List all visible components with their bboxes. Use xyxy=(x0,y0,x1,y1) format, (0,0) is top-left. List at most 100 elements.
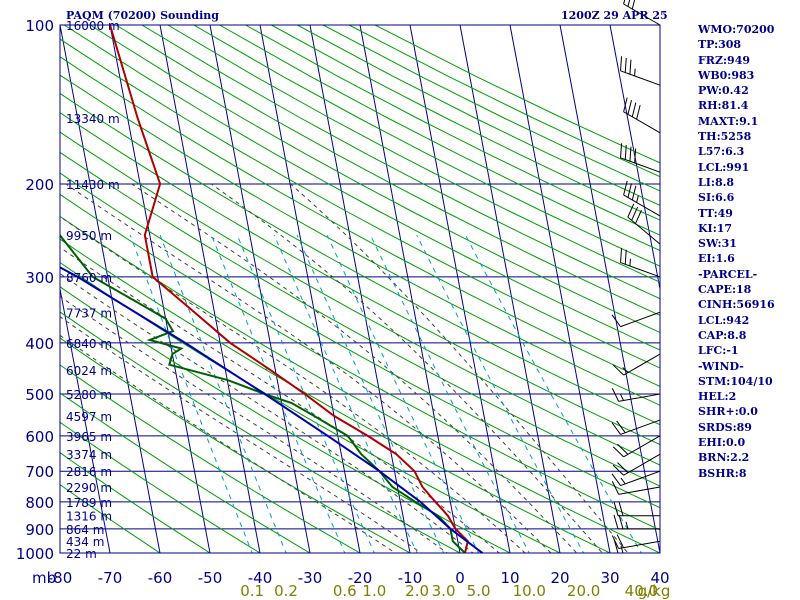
wind-barb xyxy=(627,203,661,245)
height-label: 5280 m xyxy=(66,388,112,402)
stat-cinh: CINH:56916 xyxy=(698,298,775,312)
moist-adiabat-line xyxy=(60,216,526,553)
height-label: 434 m xyxy=(66,535,104,549)
dry-adiabat-line xyxy=(60,392,311,553)
wind-barb xyxy=(611,534,661,550)
stat-si: SI:6.6 xyxy=(698,191,735,205)
station-title: PAQM (70200) Sounding xyxy=(66,9,219,22)
mixing-ratio-label: 40.0 xyxy=(625,582,658,600)
height-label: 3965 m xyxy=(66,430,112,444)
mixing-ratio-unit-label: g/kg xyxy=(638,582,671,600)
stat-parcel-lcl: LCL:942 xyxy=(698,313,750,327)
stat-frz: FRZ:949 xyxy=(698,53,751,67)
mixing-ratio-label: 20.0 xyxy=(567,582,600,600)
isotherm-line xyxy=(60,286,111,553)
height-label: 22 m xyxy=(66,547,97,561)
height-label: 11430 m xyxy=(66,178,120,192)
mixing-ratio-label: 0.6 xyxy=(333,582,357,600)
stat-wmo: WMO:70200 xyxy=(698,23,775,36)
mixing-ratio-label: 5.0 xyxy=(467,582,491,600)
stat-lfc: LFC:-1 xyxy=(698,344,739,358)
stat-wb0: WB0:983 xyxy=(698,68,755,82)
mixing-ratio-label: 0.2 xyxy=(274,582,298,600)
temperature-tick-label: 0 xyxy=(455,569,465,587)
mixing-ratio-label: 2.0 xyxy=(405,582,429,600)
dry-adiabat-line xyxy=(60,112,660,446)
stat-brn: BRN:2.2 xyxy=(698,451,750,465)
temperature-tick-label: -50 xyxy=(198,569,223,587)
mixing-ratio-line xyxy=(211,234,346,553)
stat-th: TH:5258 xyxy=(698,130,752,144)
wind-barb xyxy=(611,311,661,328)
height-label: 2290 m xyxy=(66,481,112,495)
sounding-profiles xyxy=(60,25,484,553)
wind-barb xyxy=(613,514,660,530)
pressure-tick-label: 1000 xyxy=(16,545,54,563)
pressure-tick-label: 700 xyxy=(25,463,54,481)
moist-adiabat-line xyxy=(60,273,474,553)
dry-adiabat-line xyxy=(60,38,660,369)
isotherm-line xyxy=(459,25,561,553)
wind-barb xyxy=(623,0,661,26)
pressure-unit-label: mb xyxy=(32,569,56,587)
dry-adiabat-line xyxy=(60,151,660,487)
mixing-ratio-line xyxy=(326,234,480,553)
pressure-tick-label: 600 xyxy=(25,428,54,446)
wind-barb xyxy=(620,143,661,173)
height-label: 9950 m xyxy=(66,229,112,243)
mixing-ratio-line xyxy=(129,234,253,553)
temperature-tick-label: 10 xyxy=(500,569,519,587)
stat-lcl: LCL:991 xyxy=(698,160,750,174)
mixing-ratio-line xyxy=(296,234,445,553)
height-label: 2816 m xyxy=(66,465,112,479)
dry-adiabat-line xyxy=(219,25,660,252)
dry-adiabat-line xyxy=(60,286,512,553)
sounding-time: 1200Z 29 APR 25 xyxy=(561,9,668,22)
dry-adiabat-line xyxy=(60,261,562,553)
wind-barb xyxy=(612,453,661,476)
temperature-tick-label: -30 xyxy=(298,569,323,587)
temperature-tick-label: 40 xyxy=(650,569,669,587)
wind-barb xyxy=(620,56,661,86)
dry-adiabat-line xyxy=(60,56,660,387)
wind-barb xyxy=(611,388,661,402)
stat-shr: SHR+:0.0 xyxy=(698,405,758,419)
isotherm-line xyxy=(559,25,660,553)
dry-adiabat-line xyxy=(89,25,660,334)
temperature-profile-line xyxy=(109,25,469,553)
stat-cape: CAPE:18 xyxy=(698,283,752,297)
temperature-tick-label: 30 xyxy=(600,569,619,587)
stat-l57: L57:6.3 xyxy=(698,145,745,159)
dry-adiabat-line xyxy=(60,172,660,509)
stat-ehi: EHI:0.0 xyxy=(698,436,746,450)
stat-bshr: BSHR:8 xyxy=(698,466,747,480)
dry-adiabat-line xyxy=(60,483,161,553)
dry-adiabat-line xyxy=(60,131,660,466)
height-label: 864 m xyxy=(66,523,104,537)
temperature-tick-label: 20 xyxy=(550,569,569,587)
dry-adiabat-line xyxy=(60,215,660,553)
temperature-tick-label: -20 xyxy=(348,569,373,587)
moist-adiabat-line xyxy=(60,334,397,553)
stat-ei: EI:1.6 xyxy=(698,252,735,266)
dry-adiabat-line xyxy=(63,25,660,351)
mixing-ratio-label: 1.0 xyxy=(362,582,386,600)
height-label: 3374 m xyxy=(66,448,112,462)
dry-adiabat-line xyxy=(141,25,660,300)
stat-stm: STM:104/10 xyxy=(698,374,773,388)
pressure-tick-label: 100 xyxy=(25,17,54,35)
moist-adiabat-line xyxy=(290,183,629,553)
height-label: 8760 m xyxy=(66,271,112,285)
temperature-tick-label: -70 xyxy=(98,569,123,587)
mixing-ratio-label: 10.0 xyxy=(513,582,546,600)
dry-adiabat-line xyxy=(60,74,660,406)
wind-barb xyxy=(611,481,661,495)
dry-adiabat-line xyxy=(60,452,211,553)
pressure-tick-label: 300 xyxy=(25,269,54,287)
isotherm-line xyxy=(359,25,461,553)
dry-adiabat-line xyxy=(60,421,261,553)
temperature-tick-label: -40 xyxy=(248,569,273,587)
dewpoint-profile-line xyxy=(60,233,466,553)
moist-adiabat-line xyxy=(60,295,448,553)
stat-cap: CAP:8.8 xyxy=(698,328,747,342)
